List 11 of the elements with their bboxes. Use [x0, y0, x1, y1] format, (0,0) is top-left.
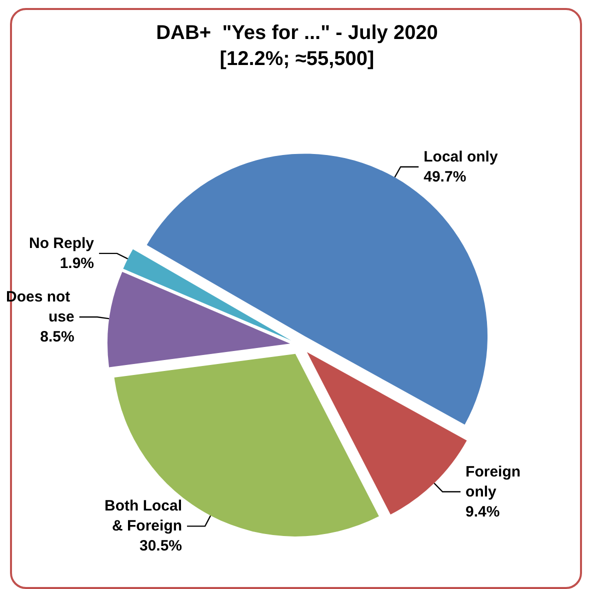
data-label: 1.9% — [60, 254, 94, 272]
slice-label: No Reply — [29, 234, 95, 252]
data-label: 49.7% — [424, 168, 466, 186]
data-label: 9.4% — [466, 503, 500, 520]
data-label: 30.5% — [139, 538, 182, 555]
slice-label: Local only — [424, 148, 498, 166]
chart-title: DAB+ "Yes for ..." - July 2020 — [156, 22, 438, 44]
data-label: 8.5% — [40, 328, 74, 346]
chart-subtitle: [12.2%; ≈55,500] — [220, 48, 374, 70]
slice-label: Both Local & Foreign — [104, 498, 182, 535]
slice-label: Foreign only — [466, 463, 525, 500]
